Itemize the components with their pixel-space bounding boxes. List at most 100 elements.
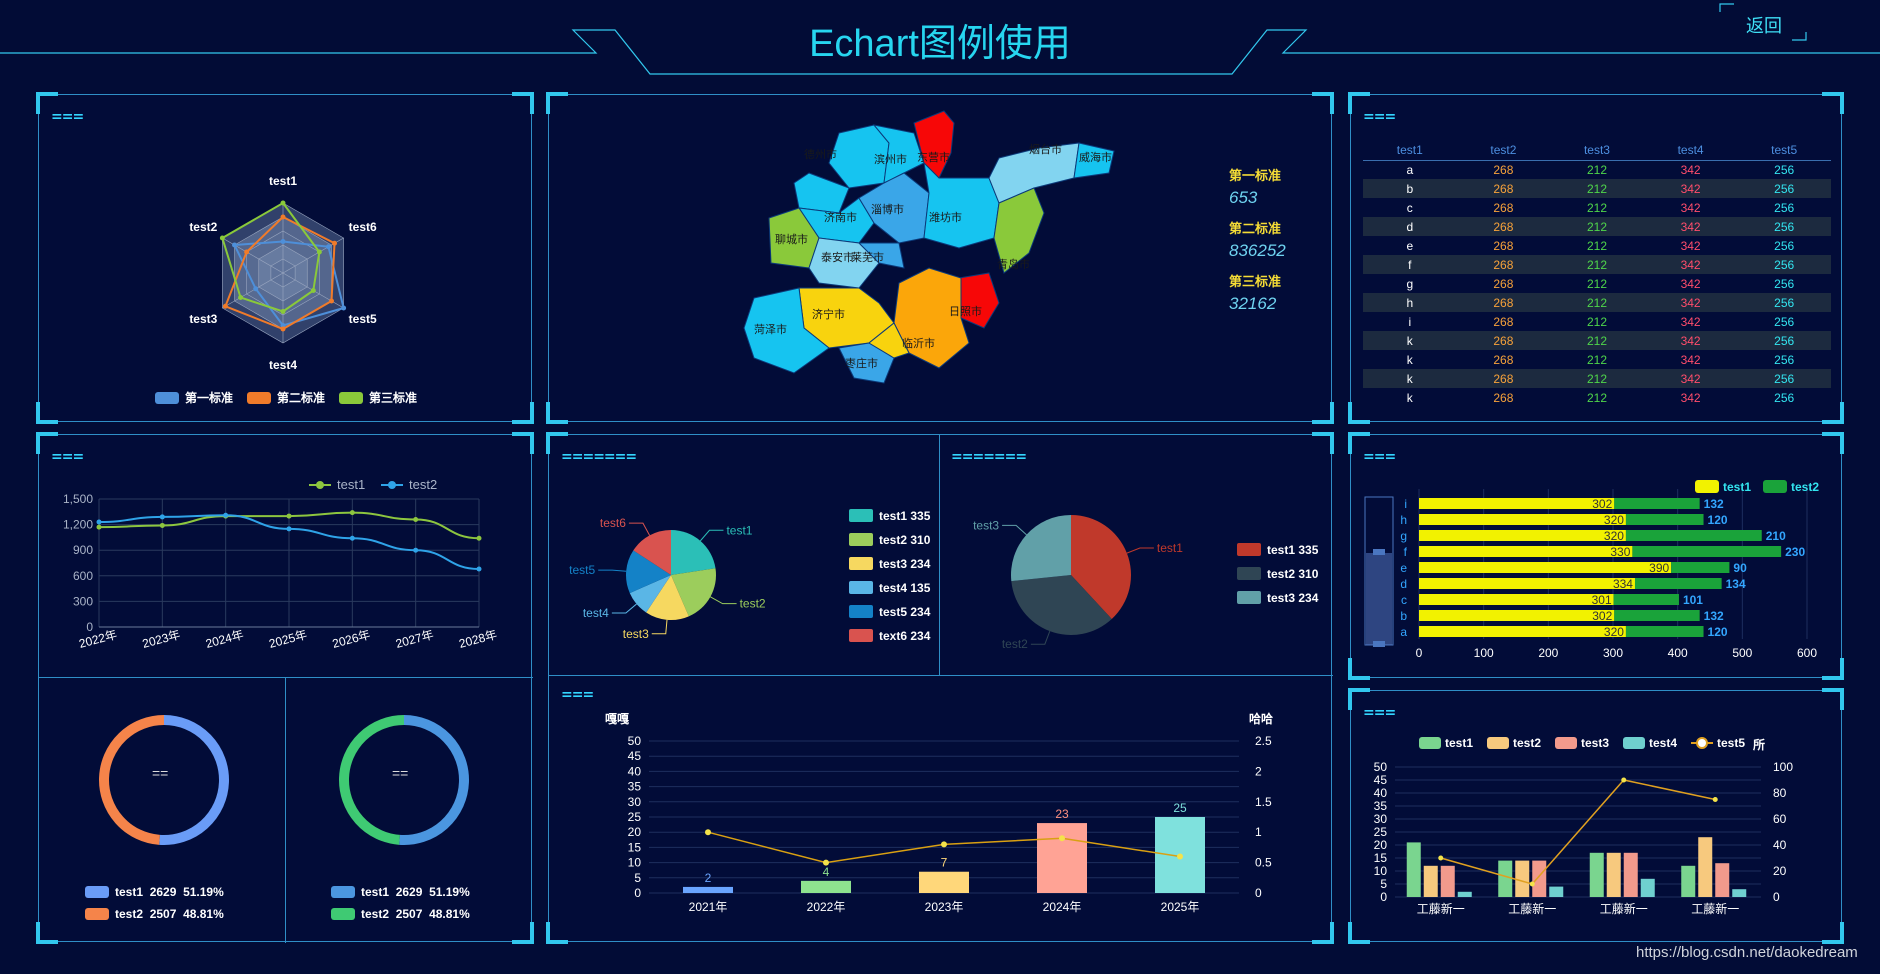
pie-label: test1 — [726, 523, 752, 537]
bar — [1732, 889, 1747, 897]
pie-slice — [1011, 515, 1071, 582]
table-cell: 342 — [1680, 162, 1701, 177]
x-tick-label: 工藤新一 — [1600, 901, 1648, 916]
bar-test2 — [1613, 594, 1679, 605]
legend-dot — [388, 481, 396, 489]
region-laiwu — [857, 242, 905, 269]
bar — [1440, 865, 1455, 897]
line-point — [349, 510, 355, 516]
bar-test2 — [1614, 498, 1700, 509]
pie-label: test1 — [1157, 541, 1183, 555]
legend-item-standard-3[interactable]: 第三标准 — [339, 389, 417, 406]
radar-point — [310, 288, 316, 293]
pie-label-line — [628, 522, 651, 536]
line-series — [1440, 779, 1716, 885]
line-point — [476, 535, 482, 541]
radar-indicator-label: test6 — [349, 220, 377, 234]
table-cell: i — [1408, 314, 1412, 329]
table-cell: 212 — [1550, 331, 1644, 350]
legend-label: test3 234 — [1267, 591, 1319, 605]
line-point — [1529, 881, 1535, 887]
table-row[interactable]: f 268 212 342 256 — [1363, 255, 1831, 274]
table-row[interactable]: a 268 212 342 256 — [1363, 160, 1831, 179]
table-row[interactable]: e 268 212 342 256 — [1363, 236, 1831, 255]
table-row[interactable]: i 268 212 342 256 — [1363, 312, 1831, 331]
map-panel: 德州市 滨州市 东营市 烟台市 威海市 济南市 淄博市 潍坊市 聊城市 泰安市 … — [546, 92, 1334, 424]
pie-chart-right: test1 test1 335 test2 test2 310 test3 test3 2… — [973, 515, 1319, 651]
line-point — [96, 524, 102, 530]
bar-test1 — [1419, 594, 1614, 605]
legend-label: test2 — [409, 477, 437, 492]
radar-point — [332, 240, 338, 246]
radar-axis — [222, 272, 284, 309]
radar-indicator-label: test4 — [269, 358, 297, 372]
bar-value-label: 301 — [1592, 593, 1612, 607]
city-label: 莱芜市 — [851, 250, 884, 264]
line-chart: 0 300 600 900 1,200 1,500 2022年 2023年 2024年 2025年… — [63, 477, 498, 651]
table-row[interactable]: d 268 212 342 256 — [1363, 217, 1831, 236]
table-cell: 212 — [1586, 352, 1607, 367]
table-cell: 212 — [1550, 217, 1644, 236]
back-button[interactable]: 返回 — [1746, 16, 1782, 36]
table-cell: 212 — [1586, 200, 1607, 215]
city-label: 威海市 — [1079, 150, 1112, 164]
y-tick-label: 30 — [1374, 812, 1388, 826]
pie-combo-panel: ======= ======= test1 test1 335 test2 test2… — [546, 432, 1334, 944]
y-tick-label: f — [1404, 545, 1408, 559]
bar-value-label: 390 — [1649, 561, 1669, 575]
y-tick-label: a — [1400, 625, 1407, 639]
line-point — [1438, 855, 1444, 861]
y-tick-label: 50 — [628, 734, 642, 748]
bar-value-label: 2 — [705, 871, 712, 885]
y2-tick-label: 80 — [1773, 786, 1787, 800]
table-row[interactable]: k 268 212 342 256 — [1363, 331, 1831, 350]
table-cell: 212 — [1586, 238, 1607, 253]
datazoom-handle — [1366, 553, 1392, 645]
table-cell: 268 — [1493, 390, 1514, 405]
column-header[interactable]: test3 — [1550, 141, 1644, 161]
bar-value-label: 23 — [1055, 807, 1069, 821]
pie-label: test5 — [569, 563, 595, 577]
table-row[interactable]: g 268 212 342 256 — [1363, 274, 1831, 293]
column-header[interactable]: test1 — [1363, 141, 1457, 161]
bar-value-label: 120 — [1708, 513, 1728, 527]
radar-point — [244, 249, 250, 255]
column-header[interactable]: test2 — [1456, 141, 1551, 161]
pie-slice — [1071, 515, 1131, 620]
bar-test2 — [1614, 610, 1700, 621]
pie-slice — [626, 550, 671, 594]
table-row[interactable]: b 268 212 342 256 — [1363, 179, 1831, 198]
table-row[interactable]: k 268 212 342 256 — [1363, 388, 1831, 407]
legend-swatch — [1623, 737, 1645, 749]
city-label: 济南市 — [824, 210, 857, 224]
table-row[interactable]: h 268 212 342 256 — [1363, 293, 1831, 312]
donut-slice — [339, 715, 405, 845]
column-header[interactable]: test4 — [1643, 141, 1738, 161]
table-row[interactable]: k 268 212 342 256 — [1363, 369, 1831, 388]
legend-label: test1 335 — [1267, 543, 1319, 557]
panel-title: === — [561, 687, 594, 703]
city-label: 泰安市 — [821, 250, 854, 264]
x-tick-label: 2022年 — [807, 900, 846, 914]
stat-label-3: 第三标准 — [1229, 274, 1282, 289]
legend-item-standard-1[interactable]: 第一标准 — [155, 389, 233, 406]
y-tick-label: 25 — [1374, 825, 1388, 839]
donut-chart-right — [339, 715, 469, 845]
y-tick-label: i — [1404, 497, 1407, 511]
x-tick-label: 2026年 — [331, 627, 372, 651]
column-header[interactable]: test5 — [1737, 141, 1831, 161]
city-label: 烟台市 — [1029, 142, 1062, 156]
table-cell: h — [1363, 293, 1457, 312]
legend-item-standard-2[interactable]: 第二标准 — [247, 389, 325, 406]
y-tick-label: c — [1401, 593, 1407, 607]
table-row[interactable]: k 268 212 342 256 — [1363, 350, 1831, 369]
y2-tick-label: 1 — [1255, 825, 1262, 839]
table-row[interactable]: c 268 212 342 256 — [1363, 198, 1831, 217]
bar-line-combo-chart: 嘎嘎 哈哈0510152025303540455000.511.522.52202… — [605, 711, 1273, 914]
shandong-map[interactable]: 德州市 滨州市 东营市 烟台市 威海市 济南市 淄博市 潍坊市 聊城市 泰安市 … — [699, 103, 1119, 413]
bar — [1532, 860, 1547, 897]
table-cell: e — [1406, 238, 1414, 253]
bar-value-label: 230 — [1785, 545, 1805, 559]
bar — [683, 886, 733, 893]
x-tick-label: 2023年 — [141, 627, 182, 651]
